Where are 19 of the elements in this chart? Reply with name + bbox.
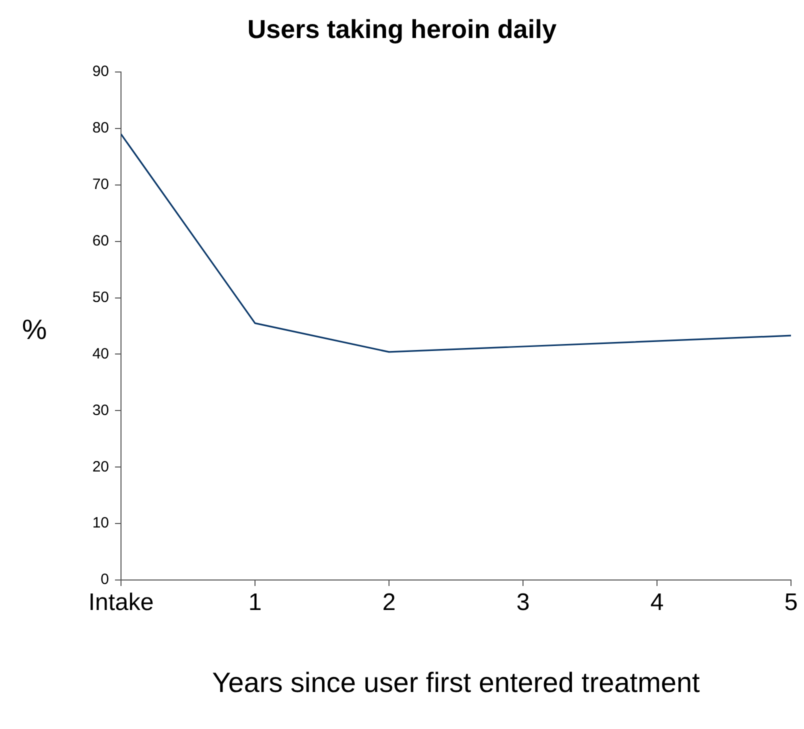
x-tick-label: 5 bbox=[784, 589, 798, 616]
y-tick-label: 40 bbox=[92, 345, 109, 362]
y-tick-label: 20 bbox=[92, 458, 109, 476]
y-tick-label: 80 bbox=[92, 120, 109, 137]
x-axis-title: Years since user first entered treatment bbox=[211, 667, 701, 699]
y-tick-label: 70 bbox=[92, 176, 109, 194]
x-tick-label: 4 bbox=[650, 589, 664, 616]
y-tick-label: 10 bbox=[92, 514, 109, 532]
chart-title: Users taking heroin daily bbox=[246, 14, 558, 45]
y-tick-label: 90 bbox=[92, 63, 109, 80]
y-tick-label: 0 bbox=[100, 571, 109, 588]
x-tick-label: 1 bbox=[248, 589, 262, 616]
y-tick-label: 30 bbox=[92, 402, 109, 419]
x-tick-label: 3 bbox=[516, 589, 530, 616]
x-tick-label: 2 bbox=[382, 589, 396, 616]
y-axis-title: % bbox=[22, 314, 47, 346]
y-tick-label: 60 bbox=[92, 232, 109, 250]
x-tick-label: Intake bbox=[88, 589, 154, 616]
y-tick-label: 50 bbox=[92, 288, 109, 306]
